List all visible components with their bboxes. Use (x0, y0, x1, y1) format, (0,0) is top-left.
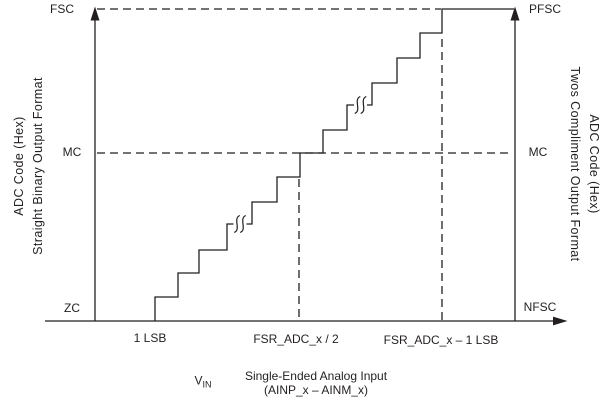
x-tick-midscale-label: FSR_ADC_x / 2 (253, 332, 339, 346)
x-axis-caption: Single-Ended Analog Input (AINP_x – AINM… (244, 369, 388, 397)
zc-tick-label: ZC (64, 301, 80, 315)
mc-left-tick-label: MC (62, 145, 82, 159)
lower-break-mark-2 (239, 214, 247, 234)
left-axis-title-line1: ADC Code (Hex) (12, 116, 26, 216)
x-axis-caption-line2: (AINP_x – AINM_x) (263, 382, 369, 397)
x-axis-caption-line1: Single-Ended Analog Input (244, 369, 388, 383)
mc-right-tick-label: MC (528, 145, 548, 159)
vin-subscript: IN (202, 379, 212, 390)
left-y-axis-arrowhead (90, 6, 100, 21)
upper-break-mark-2 (360, 95, 367, 115)
staircase-segment-upper (367, 8, 514, 106)
x-axis-arrowhead (553, 316, 568, 326)
vin-symbol: VIN (194, 375, 211, 390)
right-axis-title: ADC Code (Hex) Twos Compliment Output Fo… (565, 0, 603, 334)
pfsc-tick-label: PFSC (528, 2, 562, 16)
fsc-tick-label: FSC (50, 2, 74, 16)
right-axis-title-line2: Twos Compliment Output Format (568, 66, 582, 262)
staircase-segment-lower (154, 223, 234, 321)
vin-letter: V (194, 373, 203, 388)
left-axis-title: ADC Code (Hex) Straight Binary Output Fo… (10, 0, 48, 336)
left-axis-title-line2: Straight Binary Output Format (31, 77, 45, 255)
right-y-axis-arrowhead (510, 6, 520, 21)
upper-break-mark-1 (354, 95, 361, 115)
x-tick-1lsb-label: 1 LSB (133, 331, 167, 345)
nfsc-tick-label: NFSC (523, 300, 557, 314)
right-axis-title-line1: ADC Code (Hex) (587, 114, 601, 214)
lower-break-mark-1 (233, 214, 241, 234)
x-tick-fullscale-label: FSR_ADC_x – 1 LSB (383, 333, 499, 347)
staircase-segment-middle (246, 104, 354, 225)
